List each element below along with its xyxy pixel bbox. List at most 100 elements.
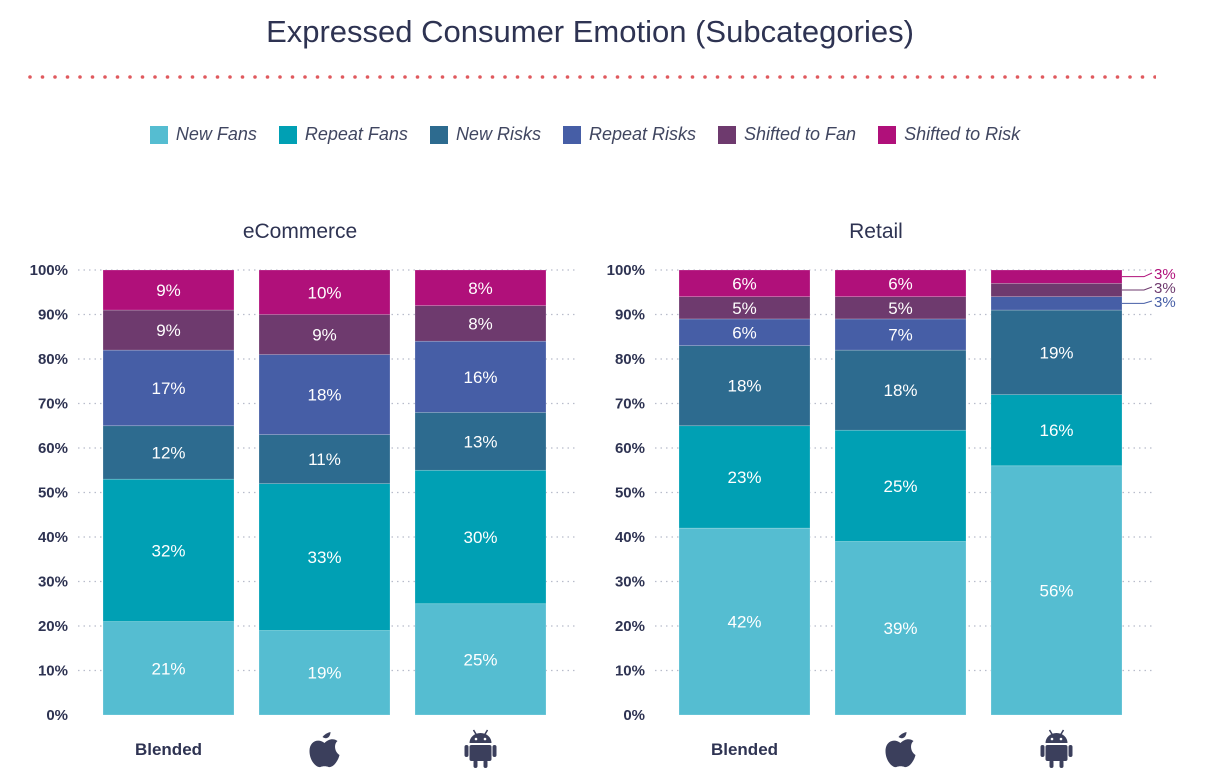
divider-dot [578, 75, 582, 79]
divider-dot [453, 75, 457, 79]
divider-dot [753, 75, 757, 79]
legend-label: New Fans [175, 124, 257, 144]
apple-leaf [898, 732, 907, 739]
data-label: 6% [888, 274, 913, 293]
divider-dot [1153, 75, 1156, 79]
y-tick-label: 60% [615, 440, 645, 457]
bar-segment [834, 269, 967, 298]
data-label: 32% [151, 541, 185, 560]
bar-segment [834, 541, 967, 716]
data-label: 18% [307, 386, 341, 405]
divider-dot [678, 75, 682, 79]
divider-dot [253, 75, 257, 79]
divider-dot [978, 75, 982, 79]
leader-line [1122, 272, 1153, 278]
y-tick-label: 30% [38, 574, 68, 591]
bar-segment [414, 469, 547, 605]
data-label: 9% [156, 281, 181, 300]
android-head [1045, 733, 1068, 743]
divider-dot [128, 75, 132, 79]
divider-dot [1103, 75, 1107, 79]
divider-dot [40, 75, 45, 79]
bar-segment [414, 340, 547, 413]
divider-dot [940, 75, 945, 79]
data-label: 18% [727, 377, 761, 396]
divider-dot [315, 75, 320, 79]
bar-segment [990, 309, 1123, 395]
android-arm [492, 745, 497, 757]
data-label: 16% [1039, 421, 1073, 440]
data-label: 19% [307, 664, 341, 683]
apple-body [309, 739, 340, 768]
android-leg [1049, 760, 1054, 768]
bar-segment [990, 465, 1123, 716]
divider-dot [865, 75, 870, 79]
bar-segment [414, 305, 547, 342]
divider-dot [690, 75, 695, 79]
divider-dot [115, 75, 120, 79]
bar-segment [102, 349, 235, 427]
divider-dot [915, 75, 920, 79]
bar-segment [258, 354, 391, 435]
y-tick-label: 70% [38, 396, 68, 413]
y-tick-label: 40% [615, 529, 645, 546]
bar-segment [258, 483, 391, 631]
data-label: 11% [308, 450, 341, 469]
divider-dot [465, 75, 470, 79]
y-tick-label: 0% [46, 707, 68, 724]
bar-segment [834, 349, 967, 431]
legend-swatch [149, 125, 168, 144]
android-eye [1059, 737, 1063, 741]
divider-dot [353, 75, 357, 79]
divider-dot [965, 75, 970, 79]
legend-swatch [718, 125, 736, 144]
divider-dot [615, 75, 620, 79]
legend-item: New Fans [149, 124, 257, 145]
legend-item: Shifted to Fan [718, 124, 856, 145]
bar-segment [834, 429, 967, 542]
divider-dot [103, 75, 107, 79]
divider-dot [165, 75, 170, 79]
divider-dot [878, 75, 882, 79]
divider-dot [790, 75, 795, 79]
legend-swatch [562, 125, 581, 144]
data-label: 12% [151, 443, 185, 462]
divider-dot [90, 75, 95, 79]
bar-segment [678, 345, 811, 427]
divider-dot [328, 75, 332, 79]
divider-dot [1115, 75, 1120, 79]
divider-dot [28, 75, 32, 79]
divider-dot [390, 75, 395, 79]
y-tick-label: 10% [615, 663, 645, 680]
y-tick-label: 0% [623, 707, 645, 724]
bar-segment [102, 269, 235, 311]
android-body [1045, 745, 1068, 761]
android-leg [473, 760, 478, 768]
divider-dot [1078, 75, 1082, 79]
divider-dot [278, 75, 282, 79]
divider-dot [953, 75, 957, 79]
divider-dot [628, 75, 632, 79]
divider-dot [240, 75, 245, 79]
divider-dot [303, 75, 307, 79]
divider-dot [78, 75, 82, 79]
divider-dot [565, 75, 570, 79]
legend-item: New Risks [429, 124, 541, 145]
y-tick-label: 100% [30, 262, 68, 279]
data-label: 17% [151, 379, 185, 398]
divider-dot [653, 75, 657, 79]
divider-dot [440, 75, 445, 79]
divider-dot [840, 75, 845, 79]
leader-line [1122, 300, 1153, 304]
divider-dot [140, 75, 145, 79]
android-eye [474, 737, 478, 741]
bar-segment [102, 478, 235, 622]
android-body [469, 745, 492, 761]
y-tick-label: 20% [615, 618, 645, 635]
android-head [469, 733, 492, 743]
data-label: 10% [307, 283, 341, 302]
bar-segment [678, 269, 811, 298]
data-label: 6% [732, 274, 757, 293]
divider-dot [1028, 75, 1032, 79]
divider-dot [1128, 75, 1132, 79]
